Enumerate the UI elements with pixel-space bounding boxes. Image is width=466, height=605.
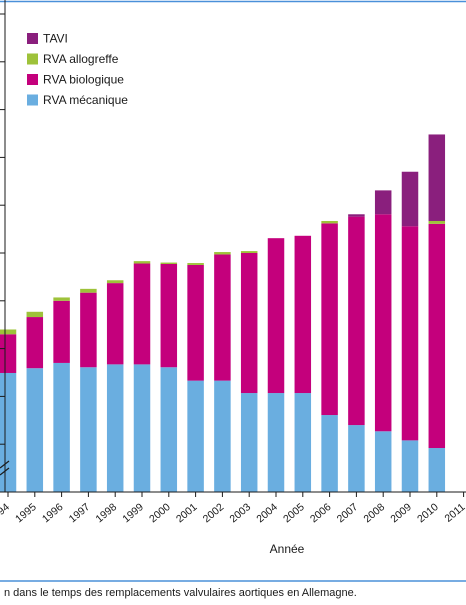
bar-2010-tavi: [428, 134, 446, 221]
bar-1994-rva-m-canique: [0, 372, 17, 492]
legend-label: RVA mécanique: [43, 93, 128, 107]
bars-group: [0, 134, 446, 492]
x-tick-label-2011: 2011: [443, 501, 466, 525]
bar-2002-rva-allogreffe: [214, 252, 231, 255]
bar-2001-rva-allogreffe: [187, 263, 204, 265]
bar-1994-rva-allogreffe: [0, 329, 17, 335]
bar-2000-rva-allogreffe: [160, 262, 178, 264]
bar-2001-rva-biologique: [187, 264, 204, 381]
bar-2004-rva-m-canique: [267, 393, 285, 492]
x-tick-label-1998: 1998: [94, 501, 120, 525]
x-tick-label-2008: 2008: [362, 501, 388, 525]
x-axis-label: Année: [270, 542, 305, 556]
bar-2007-rva-m-canique: [348, 425, 365, 492]
bar-2008-rva-m-canique: [374, 431, 392, 492]
x-tick-label-2007: 2007: [335, 501, 361, 525]
bar-2003-rva-allogreffe: [240, 251, 258, 253]
x-tick-label-2000: 2000: [147, 501, 173, 525]
x-tick-label-1996: 1996: [40, 501, 66, 525]
x-tick-label-1997: 1997: [67, 501, 93, 525]
x-tick-label-2006: 2006: [308, 501, 334, 525]
bar-2007-tavi: [348, 214, 365, 217]
bar-2000-rva-biologique: [160, 263, 178, 368]
legend-label: RVA allogreffe: [43, 52, 119, 66]
x-tick-label-2003: 2003: [228, 501, 254, 525]
bar-2008-tavi: [374, 190, 392, 215]
bar-2005-rva-biologique: [294, 235, 312, 394]
x-tick-labels: 1994 1995 1996 1997 1998 1999 2000 2001 2002 2003…: [0, 501, 466, 525]
legend-label: TAVI: [43, 32, 68, 46]
bar-2003-rva-biologique: [240, 253, 258, 394]
legend-swatch-rva-allogreffe: [27, 53, 38, 65]
bar-2005-rva-m-canique: [294, 393, 312, 492]
legend-swatch-rva-m-canique: [27, 94, 38, 106]
x-tick-label-1994: 1994: [0, 501, 12, 525]
bar-2006-rva-allogreffe: [321, 220, 338, 224]
bar-2006-rva-m-canique: [321, 415, 338, 492]
bar-1999-rva-m-canique: [133, 364, 151, 492]
x-tick-label-1999: 1999: [120, 501, 146, 525]
legend-label: RVA biologique: [43, 73, 124, 87]
bar-2008-rva-biologique: [374, 214, 392, 432]
bar-1996-rva-m-canique: [53, 362, 70, 492]
bar-1994-rva-biologique: [0, 334, 17, 373]
bar-2009-rva-biologique: [401, 226, 419, 441]
bar-2010-rva-allogreffe: [428, 220, 446, 224]
bar-1996-rva-allogreffe: [53, 297, 70, 301]
bar-2010-rva-biologique: [428, 223, 446, 449]
bar-1998-rva-m-canique: [106, 364, 124, 492]
axis-break-mark: [0, 467, 10, 476]
x-tick-label-2002: 2002: [201, 501, 227, 525]
legend-swatch-tavi: [27, 33, 38, 44]
x-tick-label-1995: 1995: [13, 501, 39, 525]
bar-1996-rva-biologique: [53, 300, 70, 363]
bar-1995-rva-m-canique: [26, 368, 44, 492]
bar-1997-rva-biologique: [80, 292, 97, 368]
bar-1999-rva-biologique: [133, 263, 151, 365]
bar-2000-rva-m-canique: [160, 367, 178, 492]
bar-1997-rva-m-canique: [80, 367, 97, 492]
legend: TAVI RVA allogreffe RVA biologique RVA méca…: [27, 32, 128, 107]
bar-1995-rva-biologique: [26, 317, 44, 369]
bar-2002-rva-biologique: [214, 254, 231, 381]
figure-caption: n dans le temps des remplacements valvul…: [4, 587, 357, 599]
x-tick-label-2004: 2004: [254, 501, 280, 525]
bar-1998-rva-biologique: [106, 283, 124, 365]
bar-1997-rva-allogreffe: [80, 288, 97, 293]
bar-2006-rva-biologique: [321, 223, 338, 416]
bar-2003-rva-m-canique: [240, 393, 258, 492]
bar-2009-rva-m-canique: [401, 440, 419, 492]
bar-2009-tavi: [401, 171, 419, 227]
x-tick-label-2009: 2009: [388, 501, 414, 525]
axes-group: [0, 0, 466, 497]
bar-1995-rva-allogreffe: [26, 311, 44, 318]
bar-2007-rva-biologique: [348, 216, 365, 426]
bar-2002-rva-m-canique: [214, 380, 231, 492]
bar-1999-rva-allogreffe: [133, 261, 151, 264]
bar-1998-rva-allogreffe: [106, 280, 124, 284]
x-tick-label-2010: 2010: [415, 501, 441, 525]
x-tick-label-2005: 2005: [281, 501, 307, 525]
bar-2010-rva-m-canique: [428, 448, 446, 492]
bar-2001-rva-m-canique: [187, 380, 204, 492]
legend-swatch-rva-biologique: [27, 74, 38, 85]
bar-2004-rva-biologique: [267, 238, 285, 394]
x-tick-label-2001: 2001: [174, 501, 200, 525]
axis-break-mark: [0, 460, 10, 469]
